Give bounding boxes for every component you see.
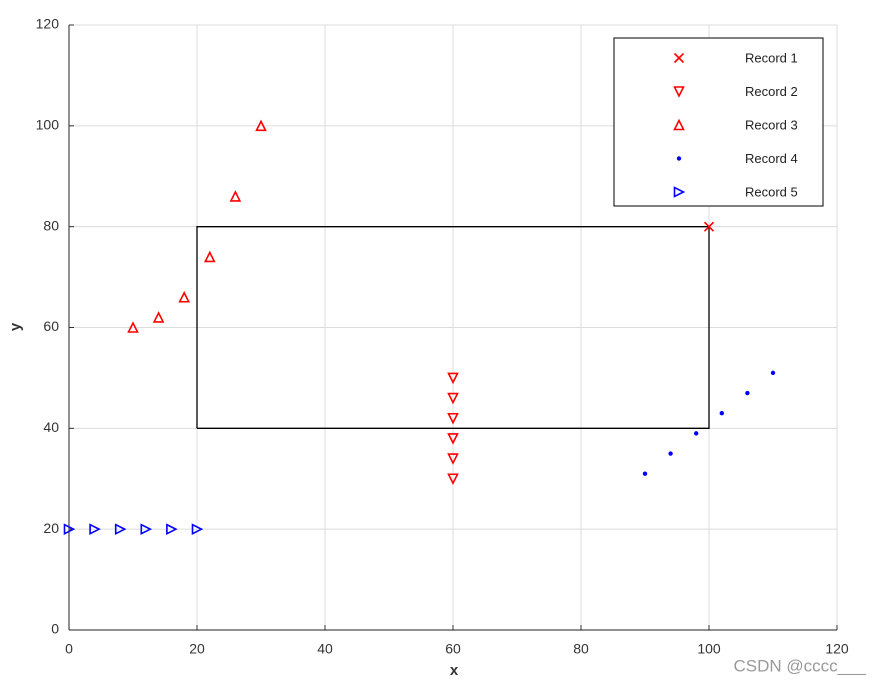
marker: [166, 523, 178, 535]
marker: [204, 250, 216, 263]
marker: [178, 290, 190, 303]
legend-marker: [676, 156, 682, 161]
marker: [447, 392, 459, 405]
y-tick-label: 0: [51, 621, 59, 637]
y-axis-label: y: [7, 322, 24, 331]
marker: [719, 411, 724, 416]
marker: [668, 451, 673, 456]
legend-label: Record 2: [745, 84, 798, 99]
marker: [191, 523, 204, 535]
legend-box: [613, 37, 824, 207]
legend-marker: [673, 86, 685, 98]
marker: [447, 412, 459, 425]
marker: [127, 321, 139, 333]
y-tick-label: 120: [36, 16, 60, 32]
watermark: CSDN @cccc___: [733, 656, 866, 675]
legend-label: Record 1: [745, 50, 798, 65]
marker: [703, 221, 715, 232]
marker: [89, 523, 101, 535]
marker: [152, 311, 165, 323]
x-axis-label: x: [450, 662, 459, 679]
legend-marker: [673, 52, 685, 64]
x-tick-label: 40: [317, 641, 333, 657]
marker: [447, 473, 459, 486]
legend-label: Record 4: [745, 151, 798, 166]
marker: [114, 523, 127, 535]
marker: [447, 372, 459, 385]
marker: [642, 471, 648, 476]
legend-marker: [673, 186, 686, 198]
y-tick-label: 100: [36, 117, 60, 133]
legend-label: Record 5: [745, 184, 798, 199]
y-tick-label: 20: [43, 520, 59, 536]
marker: [140, 523, 153, 535]
y-tick-label: 40: [43, 419, 59, 435]
marker: [229, 190, 242, 202]
x-tick-label: 80: [573, 641, 589, 657]
x-tick-label: 0: [65, 641, 73, 657]
x-tick-label: 120: [825, 641, 849, 657]
marker: [745, 390, 750, 396]
x-tick-label: 60: [445, 641, 461, 657]
legend-marker: [673, 118, 685, 131]
x-tick-label: 20: [189, 641, 205, 657]
marker: [694, 431, 699, 436]
marker: [63, 523, 76, 535]
y-tick-label: 80: [43, 217, 59, 233]
marker: [447, 453, 459, 465]
legend-label: Record 3: [745, 117, 798, 132]
x-tick-label: 100: [697, 641, 721, 657]
marker: [255, 119, 267, 132]
y-tick-label: 60: [43, 318, 59, 334]
marker: [447, 433, 459, 445]
marker: [770, 370, 776, 376]
